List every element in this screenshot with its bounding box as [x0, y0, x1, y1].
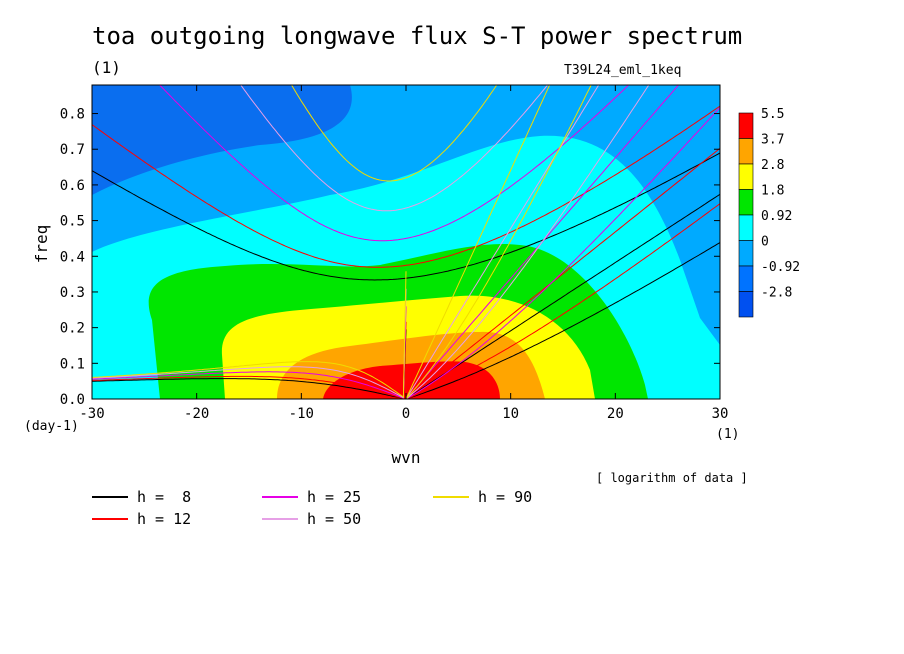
curve-mixed-gravity-h25 [405, 107, 720, 399]
curve-equatorial-rossby-h12 [92, 321, 407, 399]
y-axis-units: (day-1) [24, 419, 79, 434]
curve-kelvin-h8 [405, 193, 720, 399]
curve-kelvin-h12 [405, 147, 720, 399]
contour-fills [92, 85, 720, 399]
x-tick-label: -30 [79, 406, 104, 422]
y-axis-label: freq [32, 225, 51, 264]
title-units: (1) [92, 58, 121, 77]
curve-kelvin-h50 [405, 85, 600, 399]
colorbar-label: 5.5 [761, 107, 784, 122]
x-tick-label: 0 [402, 406, 410, 422]
y-tick-label: 0.3 [60, 285, 85, 301]
legend-label-h8: h = 8 [137, 488, 191, 506]
x-axis-label: wvn [392, 448, 421, 467]
legend-label-h90: h = 90 [478, 488, 532, 506]
curve-equatorial-rossby-h90 [92, 271, 407, 399]
curve-equatorial-rossby-h8 [92, 329, 407, 399]
log-note: [ logarithm of data ] [596, 471, 748, 485]
colorbar-swatch [738, 189, 754, 216]
curve-inertia-gravity-h12 [92, 105, 720, 268]
curve-mixed-gravity-h90 [405, 85, 592, 399]
colorbar: 5.5 3.7 2.8 1.8 0.92 0 -0.92 -2.8 [738, 107, 800, 318]
legend-label-h25: h = 25 [307, 488, 361, 506]
legend-label-h12: h = 12 [137, 510, 191, 528]
colorbar-label: -2.8 [761, 286, 792, 301]
curve-mixed-gravity-h8 [405, 242, 720, 399]
curve-mixed-gravity-h12 [405, 203, 720, 399]
colorbar-swatch [738, 138, 754, 165]
legend: h = 8 h = 12 h = 25 h = 50 h = 90 [92, 488, 532, 528]
y-tick-label: 0.0 [60, 392, 85, 408]
curve-equatorial-rossby-h50 [92, 288, 407, 399]
fill-dark-blue [92, 85, 352, 195]
x-tick-label: 10 [502, 406, 519, 422]
chart-title: toa outgoing longwave flux S-T power spe… [92, 22, 743, 50]
y-tick-label: 0.8 [60, 107, 85, 123]
colorbar-label: 2.8 [761, 158, 784, 173]
colorbar-swatch [738, 112, 754, 139]
experiment-label: T39L24_eml_1keq [564, 63, 682, 78]
x-tick-label: -20 [184, 406, 209, 422]
colorbar-label: 0 [761, 235, 769, 250]
y-tick-label: 0.2 [60, 321, 85, 337]
colorbar-swatch [738, 163, 754, 190]
colorbar-label: 1.8 [761, 184, 784, 199]
curve-mixed-gravity-h50 [405, 85, 650, 399]
curve-equatorial-rossby-h25 [92, 306, 407, 399]
x-tick-label: -10 [289, 406, 314, 422]
colorbar-swatch [738, 214, 754, 241]
curve-inertia-gravity-h50 [240, 85, 549, 212]
x-axis-units: (1) [716, 427, 739, 442]
axes: -30 -20 -10 0 10 20 30 0.0 0.1 0.2 0.3 0.4 0.5 0.6 0.7… [24, 85, 748, 485]
colorbar-label: 3.7 [761, 133, 784, 148]
curve-kelvin-h90 [405, 85, 551, 399]
colorbar-label: 0.92 [761, 209, 792, 224]
x-tick-label: 30 [712, 406, 729, 422]
colorbar-swatch [738, 265, 754, 292]
curve-kelvin-h25 [405, 85, 680, 399]
y-tick-label: 0.1 [60, 356, 85, 372]
curve-inertia-gravity-h25 [158, 85, 630, 242]
x-tick-label: 20 [607, 406, 624, 422]
y-tick-label: 0.4 [60, 249, 85, 265]
legend-label-h50: h = 50 [307, 510, 361, 528]
curve-inertia-gravity-h90 [290, 85, 498, 182]
colorbar-swatch [738, 291, 754, 318]
y-tick-label: 0.5 [60, 214, 85, 230]
dispersion-curves [92, 85, 720, 399]
colorbar-label: -0.92 [761, 260, 800, 275]
colorbar-swatch [738, 240, 754, 267]
y-tick-label: 0.6 [60, 178, 85, 194]
y-tick-label: 0.7 [60, 142, 85, 158]
